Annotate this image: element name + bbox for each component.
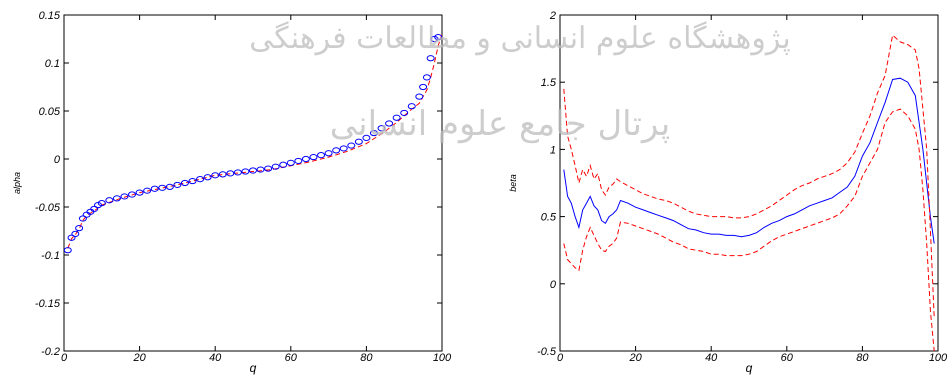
y-axis-label: alpha [12, 172, 22, 194]
y-tick-label: 0.5 [541, 212, 557, 224]
dashed-series-line [563, 34, 935, 318]
scatter-point [233, 169, 242, 176]
scatter-point [415, 93, 424, 100]
y-tick-label: -0.05 [35, 202, 61, 214]
scatter-point [241, 168, 250, 175]
scatter-point [317, 152, 326, 159]
x-tick-label: 0 [557, 352, 564, 364]
scatter-point [301, 155, 310, 163]
scatter-point [173, 181, 182, 189]
y-tick-label: 0.1 [45, 58, 60, 70]
chart-panel-0: 0 20 40 60 80 100 -0.2 -0.15 -0.1 -0.05 0 0.05 0.1 0.… [12, 10, 452, 375]
scatter-point [64, 247, 72, 254]
scatter-point [407, 103, 416, 110]
y-tick-label: 1.5 [541, 77, 557, 89]
scatter-point [434, 33, 442, 41]
scatter-point [120, 193, 129, 200]
x-tick-label: 40 [705, 352, 718, 364]
scatter-point [150, 185, 159, 192]
y-tick-label: 0 [54, 154, 61, 166]
x-tick-label: 80 [856, 352, 869, 364]
scatter-point [419, 83, 428, 91]
scatter-point [286, 159, 295, 166]
dashed-series-line [563, 108, 935, 351]
scatter-point [294, 157, 303, 165]
y-tick-label: 1 [550, 144, 556, 156]
y-axis-label: beta [508, 174, 518, 192]
x-tick-label: 60 [781, 352, 794, 364]
scatter-point [105, 197, 114, 204]
y-tick-label: -0.15 [35, 298, 61, 310]
scatter-point [256, 166, 265, 173]
x-tick-label: 60 [285, 352, 298, 364]
y-tick-label: 0.05 [39, 106, 61, 118]
scatter-point [226, 170, 235, 177]
x-tick-label: 20 [628, 352, 642, 364]
scatter-point [196, 176, 205, 183]
scatter-point [309, 153, 318, 161]
plot-area [559, 14, 939, 352]
y-tick-label: -0.1 [41, 250, 60, 262]
scatter-point [128, 191, 137, 198]
y-tick-label: 0.15 [39, 10, 61, 22]
scatter-point [400, 109, 409, 117]
watermark-line-1: پژوهشگاه علوم انسانی و مطالعات فرهنگی [249, 21, 791, 56]
series-line [563, 77, 935, 244]
watermark-line-2: پرتال جامع علوم انسانی [330, 104, 670, 144]
scatter-point [71, 230, 80, 237]
scatter-point [324, 150, 333, 157]
scatter-point [264, 165, 273, 172]
x-axis-label: q [250, 361, 257, 375]
scatter-point [385, 120, 394, 127]
plot-area [63, 14, 443, 352]
scatter-point [180, 179, 189, 187]
scatter-point [377, 125, 386, 132]
x-tick-label: 40 [209, 352, 222, 364]
scatter-point [249, 167, 257, 174]
x-tick-label: 80 [360, 352, 373, 364]
scatter-point [354, 138, 363, 145]
scatter-point [211, 172, 220, 179]
scatter-point [426, 55, 435, 62]
scatter-point [422, 74, 431, 81]
scatter-point [188, 177, 197, 185]
dashed-series-line [67, 34, 442, 249]
y-tick-label: -0.5 [537, 346, 557, 358]
x-tick-label: 100 [929, 352, 948, 364]
series-group [563, 34, 935, 351]
y-tick-label: 0 [550, 279, 557, 291]
scatter-point [158, 184, 167, 191]
scatter-point [143, 187, 152, 194]
scatter-point [75, 225, 84, 232]
scatter-point [362, 134, 371, 141]
scatter-point [347, 142, 356, 149]
y-tick-label: 2 [549, 10, 556, 22]
x-tick-label: 20 [132, 352, 146, 364]
scatter-point [165, 183, 174, 190]
scatter-point [332, 147, 341, 154]
scatter-point [279, 161, 288, 168]
scatter-point [339, 145, 348, 152]
series-group [64, 33, 442, 254]
x-tick-label: 0 [61, 352, 68, 364]
y-tick-label: -0.2 [41, 346, 60, 358]
x-axis-label: q [746, 361, 753, 375]
scatter-point [369, 129, 378, 137]
scatter-point [271, 163, 280, 170]
scatter-point [97, 200, 106, 207]
watermark: پژوهشگاه علوم انسانی و مطالعات فرهنگی پرت… [249, 21, 791, 144]
x-tick-label: 100 [433, 352, 452, 364]
scatter-point [135, 189, 144, 196]
scatter-point [112, 195, 121, 202]
scatter-point [203, 174, 212, 181]
scatter-point [392, 114, 401, 121]
scatter-point [218, 171, 227, 178]
